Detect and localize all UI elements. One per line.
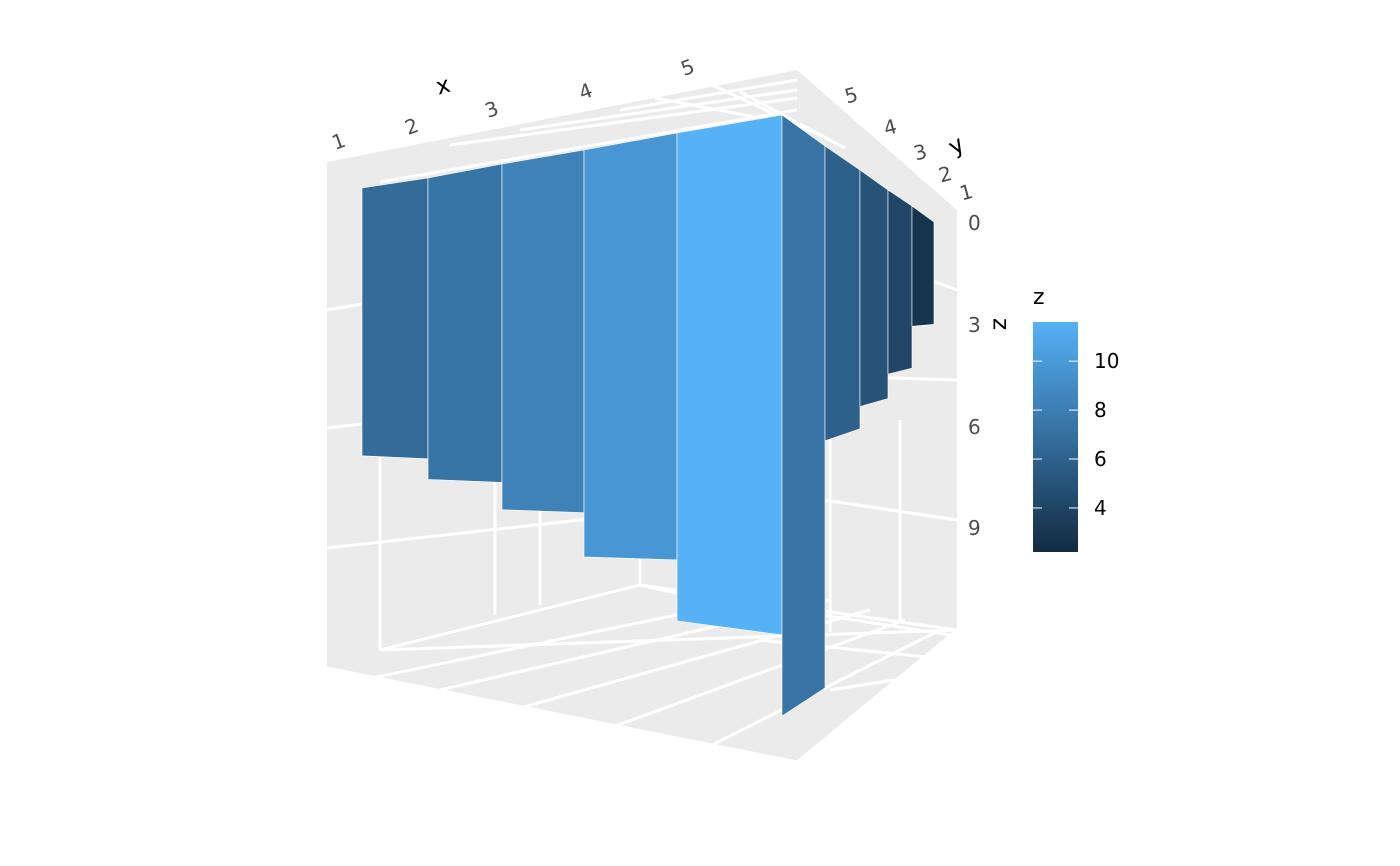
y-tick-4: 4	[881, 114, 900, 140]
z-tick-9: 9	[968, 516, 981, 540]
bar-front-x5	[676, 114, 783, 636]
z-axis-title: z	[988, 318, 1014, 330]
x-tick-5: 5	[678, 54, 698, 81]
legend-label-4: 4	[1094, 496, 1107, 520]
x-tick-2: 2	[402, 113, 422, 140]
bar-side-0	[781, 114, 826, 717]
bar-side-3	[887, 189, 913, 375]
bar-front-x2	[427, 163, 503, 483]
bar-front-x1	[361, 177, 429, 460]
bar-side-4	[911, 205, 935, 327]
z-tick-0: 0	[968, 211, 981, 235]
bar-front-x4	[583, 132, 678, 561]
bars	[361, 114, 935, 717]
y-tick-1: 1	[957, 179, 976, 205]
bar-front-x3	[501, 149, 585, 514]
x-tick-3: 3	[482, 96, 502, 123]
y-tick-3: 3	[911, 139, 930, 165]
y-axis-title: y	[944, 131, 969, 160]
bar-side-2	[859, 169, 889, 407]
legend-colorbar	[1033, 322, 1078, 552]
legend-label-6: 6	[1094, 447, 1107, 471]
legend: z 10 8 6 4	[1033, 285, 1119, 552]
z-tick-3: 3	[968, 313, 981, 337]
legend-label-10: 10	[1094, 349, 1119, 373]
x-tick-1: 1	[329, 128, 349, 155]
legend-title: z	[1033, 285, 1045, 310]
x-tick-4: 4	[576, 78, 596, 105]
x-axis-title: x	[433, 72, 453, 101]
bar-side-1	[824, 145, 861, 442]
y-tick-5: 5	[842, 82, 861, 108]
legend-label-8: 8	[1094, 398, 1107, 422]
z-tick-6: 6	[968, 415, 981, 439]
y-tick-2: 2	[936, 161, 955, 187]
